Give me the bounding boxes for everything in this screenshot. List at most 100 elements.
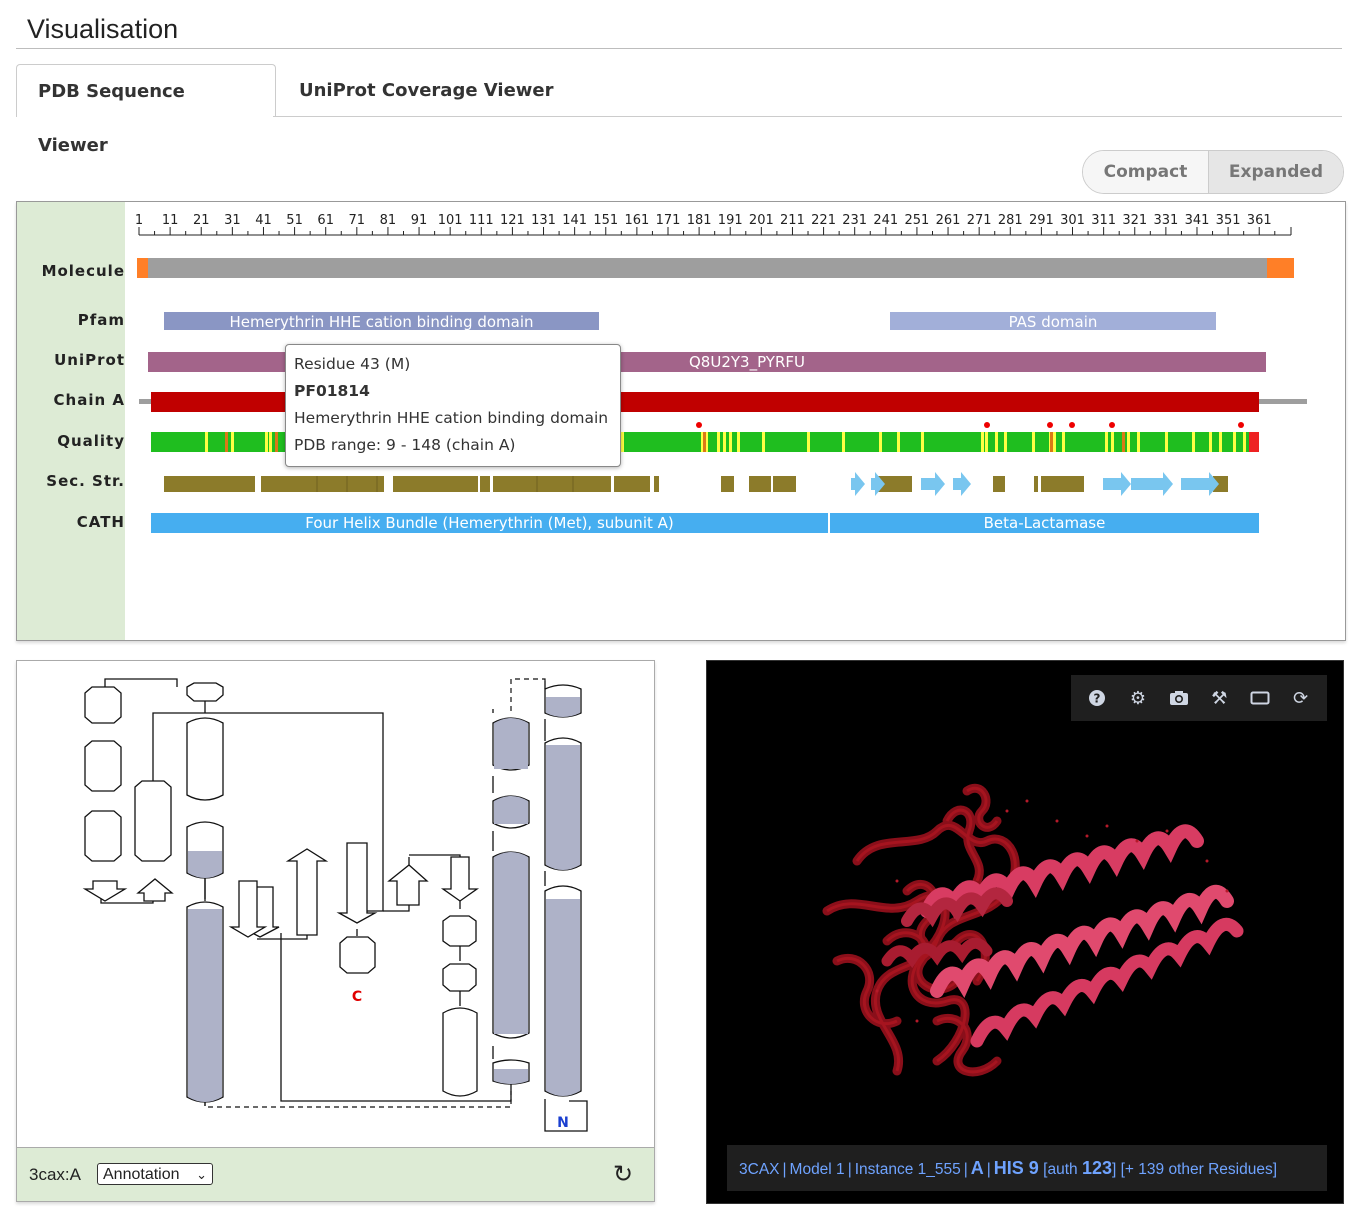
topology-diagram[interactable]: C N [17, 661, 654, 1147]
ruler-tick-label: 21 [193, 213, 210, 228]
quality-warning [842, 432, 845, 452]
info-chain[interactable]: A [970, 1158, 984, 1178]
atom-point [1005, 809, 1009, 813]
compact-button[interactable]: Compact [1083, 151, 1209, 193]
helix-segment[interactable] [261, 476, 384, 492]
camera-icon[interactable] [1165, 684, 1193, 712]
cath-domain-four-helix[interactable]: Four Helix Bundle (Hemerythrin (Met), su… [151, 513, 828, 533]
helix-segment[interactable] [721, 476, 734, 492]
helix-segment[interactable] [1213, 476, 1228, 492]
strand-segment[interactable] [1103, 472, 1131, 496]
settings-icon[interactable]: ⚙ [1129, 687, 1147, 709]
helix-segment[interactable] [773, 476, 796, 492]
ruler-tick-label: 281 [998, 213, 1023, 228]
protein-structure-render[interactable] [707, 661, 1343, 1131]
pdb-sequence-viewer-panel: 1 11 21 31 41 51 61 71 81 91 101 111 121 131 141 151 161… [16, 201, 1346, 641]
secondary-structure-track[interactable] [17, 468, 1345, 498]
quality-outlier-marker [1047, 422, 1053, 428]
tab-pdb-sequence-viewer[interactable]: PDB Sequence Viewer [16, 64, 276, 156]
annotation-select[interactable]: Annotation ⌄ [97, 1163, 213, 1185]
tooltip-domain-name: Hemerythrin HHE cation binding domain [294, 409, 609, 427]
quality-bad [1249, 432, 1259, 452]
ruler-tick-label: 1 [135, 213, 143, 228]
topology-chain-label: 3cax:A [29, 1165, 81, 1184]
quality-warning [762, 432, 765, 452]
quality-warning [1209, 432, 1212, 452]
ruler-tick-label: 261 [936, 213, 961, 228]
strand-segment[interactable] [871, 472, 885, 496]
info-other-residues[interactable]: [+ 139 other Residues] [1120, 1161, 1278, 1178]
quality-outlier-marker [1238, 422, 1244, 428]
pfam-domain-pas[interactable]: PAS domain [890, 312, 1216, 330]
info-entry[interactable]: 3CAX [739, 1161, 780, 1178]
quality-outlier-marker [984, 422, 990, 428]
ruler-tick-label: 211 [780, 213, 805, 228]
active-tab-cover [17, 116, 273, 118]
strand-segment[interactable] [921, 472, 945, 496]
svg-text:?: ? [1094, 692, 1101, 706]
track-label-cath: CATH [76, 513, 125, 531]
info-auth-number: 123 [1081, 1158, 1112, 1178]
tab-uniprot-coverage-viewer[interactable]: UniProt Coverage Viewer [299, 80, 554, 101]
track-label-chain: Chain A [53, 391, 125, 409]
helix-segment[interactable] [749, 476, 771, 492]
cath-domain-beta-lactamase[interactable]: Beta-Lactamase [830, 513, 1259, 533]
quality-warning [1111, 432, 1114, 452]
ruler-tick-label: 321 [1122, 213, 1147, 228]
quality-warning [985, 432, 988, 452]
alpha-helix [930, 884, 1234, 999]
helix-segment[interactable] [654, 476, 659, 492]
helix-segment[interactable] [393, 476, 478, 492]
quality-warning [269, 432, 272, 452]
reset-icon[interactable]: ⟳ [1293, 687, 1309, 709]
ruler-tick-label: 141 [562, 213, 587, 228]
molstar-3d-viewer[interactable]: ? ⚙ ⚒ ⟳ 3CAX | Model 1 | Instance 1_555 | A | HI… [706, 660, 1344, 1204]
help-icon[interactable]: ? [1083, 684, 1111, 712]
strand-segment[interactable] [1181, 472, 1219, 496]
quality-warning [705, 432, 708, 452]
helix-segment[interactable] [876, 476, 912, 492]
quality-warning [1243, 432, 1246, 452]
helix-segment[interactable] [164, 476, 255, 492]
strand-segment[interactable] [953, 472, 971, 496]
helix-segment[interactable] [993, 476, 1005, 492]
expanded-button[interactable]: Expanded [1209, 151, 1343, 193]
fullscreen-icon[interactable] [1246, 684, 1274, 712]
tooltip-residue: Residue 43 (M) [294, 355, 411, 373]
quality-track[interactable] [17, 412, 1345, 456]
quality-warning [1004, 432, 1007, 452]
tools-icon[interactable]: ⚒ [1211, 687, 1228, 709]
selection-info-bar: 3CAX | Model 1 | Instance 1_555 | A | HIS 9 [aut… [727, 1145, 1327, 1191]
quality-outlier [225, 432, 228, 452]
strand-segment[interactable] [1131, 472, 1173, 496]
molecule-start-segment[interactable] [137, 258, 148, 278]
quality-outlier-marker [1109, 422, 1115, 428]
info-model[interactable]: Model 1 [789, 1161, 845, 1178]
topology-footer: 3cax:A Annotation ⌄ ↻ [17, 1147, 654, 1201]
alpha-helix [881, 937, 993, 969]
quality-warning [231, 432, 234, 452]
helix-segment[interactable] [614, 476, 650, 492]
info-auth-prefix: [auth [1043, 1161, 1078, 1178]
pfam-domain-hemerythrin[interactable]: Hemerythrin HHE cation binding domain [164, 312, 599, 330]
helix-segment[interactable] [480, 476, 490, 492]
helix-segment[interactable] [1034, 476, 1038, 492]
molecule-bar[interactable] [137, 258, 1294, 278]
ruler-tick-label: 161 [624, 213, 649, 228]
quality-warning [879, 432, 882, 452]
ruler-tick-label: 271 [967, 213, 992, 228]
strand-segment[interactable] [851, 472, 865, 496]
uniprot-accession: Q8U2Y3_PYRFU [689, 353, 805, 371]
molecule-end-segment[interactable] [1267, 258, 1294, 278]
info-residue[interactable]: HIS 9 [993, 1158, 1039, 1178]
chevron-down-icon: ⌄ [196, 1167, 207, 1182]
info-instance[interactable]: Instance 1_555 [854, 1161, 961, 1178]
helix-segment[interactable] [493, 476, 611, 492]
ruler-tick-label: 151 [593, 213, 618, 228]
tooltip-pdb-range: PDB range: 9 - 148 (chain A) [294, 436, 516, 454]
atom-point [1055, 819, 1059, 823]
refresh-icon[interactable]: ↻ [613, 1160, 634, 1188]
helix-segment[interactable] [1041, 476, 1084, 492]
sequence-ruler: 1 11 21 31 41 51 61 71 81 91 101 111 121 131 141 151 161… [135, 213, 1292, 236]
ruler-tick-label: 201 [749, 213, 774, 228]
